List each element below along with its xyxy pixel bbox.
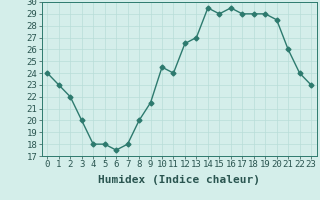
- X-axis label: Humidex (Indice chaleur): Humidex (Indice chaleur): [98, 175, 260, 185]
